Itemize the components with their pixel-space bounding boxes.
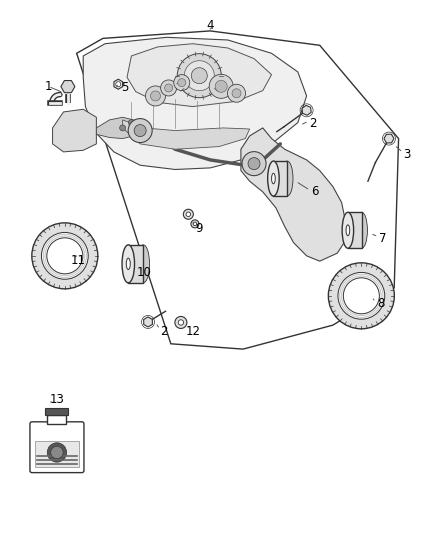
- Polygon shape: [83, 37, 307, 169]
- Ellipse shape: [356, 212, 367, 248]
- Text: 2: 2: [309, 117, 317, 130]
- Polygon shape: [123, 120, 250, 149]
- Ellipse shape: [122, 245, 134, 283]
- Text: 5: 5: [121, 81, 128, 94]
- Circle shape: [215, 80, 227, 92]
- Text: 8: 8: [378, 297, 385, 310]
- Text: 1: 1: [44, 80, 52, 93]
- Ellipse shape: [346, 225, 350, 236]
- Text: 3: 3: [404, 148, 411, 161]
- Ellipse shape: [137, 245, 149, 283]
- Circle shape: [47, 238, 83, 274]
- Circle shape: [51, 446, 63, 458]
- Polygon shape: [53, 109, 96, 152]
- Bar: [46, 408, 68, 415]
- Circle shape: [248, 158, 260, 169]
- Circle shape: [232, 89, 241, 98]
- Text: 13: 13: [49, 393, 64, 406]
- Circle shape: [338, 272, 385, 319]
- Bar: [128, 245, 143, 283]
- Circle shape: [227, 84, 246, 102]
- Circle shape: [191, 220, 199, 228]
- Circle shape: [32, 223, 98, 289]
- Circle shape: [128, 119, 134, 126]
- Ellipse shape: [268, 161, 279, 196]
- Bar: [35, 441, 79, 466]
- Ellipse shape: [272, 173, 275, 184]
- Text: 6: 6: [311, 185, 319, 198]
- Circle shape: [178, 78, 186, 87]
- Circle shape: [134, 125, 146, 136]
- Ellipse shape: [282, 161, 293, 196]
- Ellipse shape: [126, 258, 130, 270]
- Text: 7: 7: [379, 232, 387, 245]
- Circle shape: [47, 443, 67, 462]
- Text: 9: 9: [195, 222, 203, 235]
- Bar: [348, 212, 362, 248]
- Circle shape: [191, 68, 207, 84]
- Circle shape: [193, 222, 197, 225]
- Circle shape: [209, 74, 233, 99]
- Bar: [273, 161, 287, 196]
- Ellipse shape: [342, 212, 353, 248]
- Text: 10: 10: [137, 266, 152, 279]
- Circle shape: [343, 278, 379, 314]
- FancyBboxPatch shape: [30, 422, 84, 473]
- Circle shape: [128, 129, 134, 135]
- Circle shape: [161, 80, 177, 96]
- Polygon shape: [241, 128, 346, 261]
- Circle shape: [184, 209, 193, 219]
- Polygon shape: [96, 117, 140, 139]
- Circle shape: [186, 212, 191, 216]
- Text: 12: 12: [186, 325, 201, 338]
- Polygon shape: [127, 44, 272, 107]
- Circle shape: [184, 61, 214, 91]
- Circle shape: [177, 54, 221, 98]
- Text: 2: 2: [160, 325, 168, 338]
- Circle shape: [42, 232, 88, 279]
- Circle shape: [120, 125, 126, 131]
- Circle shape: [242, 151, 266, 176]
- Circle shape: [165, 84, 173, 92]
- Circle shape: [178, 320, 184, 325]
- Circle shape: [116, 82, 121, 87]
- Circle shape: [145, 86, 166, 106]
- Circle shape: [175, 317, 187, 328]
- Circle shape: [128, 118, 152, 143]
- Text: 4: 4: [206, 19, 214, 32]
- Circle shape: [151, 91, 160, 101]
- Circle shape: [174, 75, 190, 91]
- Text: 11: 11: [71, 254, 85, 266]
- Circle shape: [328, 263, 394, 329]
- Bar: [47, 415, 67, 424]
